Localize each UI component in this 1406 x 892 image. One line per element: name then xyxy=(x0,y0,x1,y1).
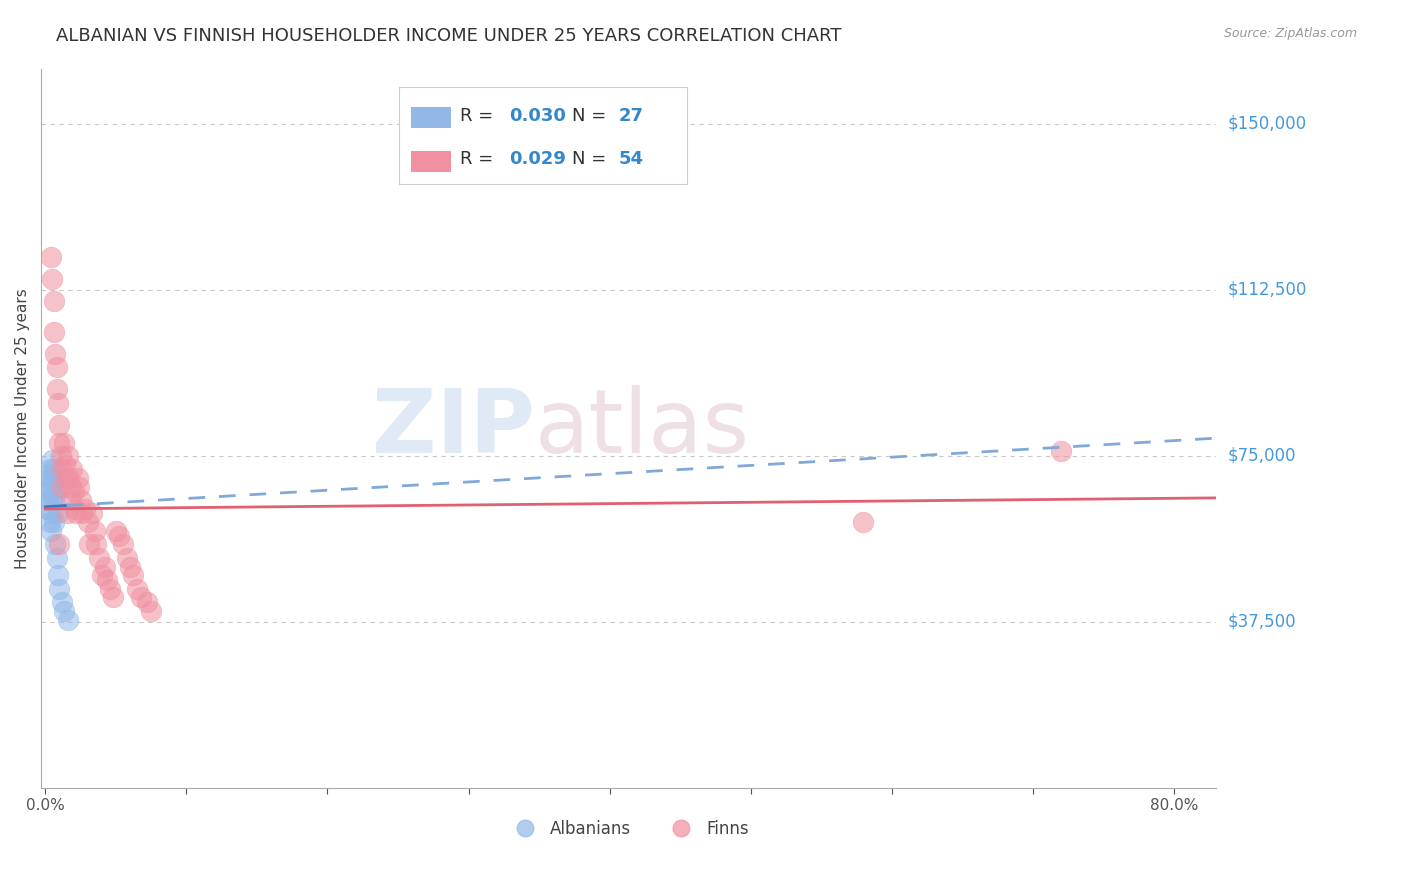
Point xyxy=(39,250,62,264)
Text: $112,500: $112,500 xyxy=(1227,281,1306,299)
Point xyxy=(48,417,70,432)
Point xyxy=(66,471,89,485)
Text: ZIP: ZIP xyxy=(371,384,534,472)
Point xyxy=(45,480,67,494)
Point xyxy=(84,537,107,551)
Point xyxy=(46,395,69,409)
Point xyxy=(101,591,124,605)
Point xyxy=(129,591,152,605)
Point xyxy=(90,568,112,582)
Point xyxy=(121,568,143,582)
Point xyxy=(38,515,60,529)
Point xyxy=(73,502,96,516)
Point xyxy=(67,480,90,494)
Point xyxy=(42,489,65,503)
Point xyxy=(58,471,80,485)
Point xyxy=(1050,444,1073,458)
Point xyxy=(39,493,62,508)
Point xyxy=(852,515,875,529)
Point xyxy=(96,573,118,587)
Point xyxy=(39,524,62,538)
Point xyxy=(59,480,82,494)
Y-axis label: Householder Income Under 25 years: Householder Income Under 25 years xyxy=(15,288,30,568)
Text: $75,000: $75,000 xyxy=(1227,447,1296,465)
Point xyxy=(41,272,63,286)
Point xyxy=(60,462,83,476)
Point xyxy=(56,613,79,627)
Text: atlas: atlas xyxy=(534,384,749,472)
Point xyxy=(65,507,87,521)
Point xyxy=(37,467,59,481)
Point xyxy=(42,325,65,339)
Point xyxy=(46,507,69,521)
Text: ALBANIAN VS FINNISH HOUSEHOLDER INCOME UNDER 25 YEARS CORRELATION CHART: ALBANIAN VS FINNISH HOUSEHOLDER INCOME U… xyxy=(56,27,842,45)
Point xyxy=(69,493,91,508)
Point xyxy=(42,462,65,476)
Point xyxy=(125,582,148,596)
Point xyxy=(35,480,58,494)
Point xyxy=(111,537,134,551)
Point xyxy=(115,550,138,565)
Point xyxy=(41,480,63,494)
Point xyxy=(52,435,75,450)
Point xyxy=(45,383,67,397)
Point xyxy=(63,502,86,516)
Point xyxy=(44,471,66,485)
Point xyxy=(62,484,84,499)
Point xyxy=(80,507,103,521)
Point xyxy=(39,471,62,485)
Legend: Albanians, Finns: Albanians, Finns xyxy=(502,813,755,844)
Point xyxy=(107,528,129,542)
Point xyxy=(45,360,67,375)
Point xyxy=(44,347,66,361)
Point xyxy=(44,493,66,508)
Point xyxy=(41,507,63,521)
Point xyxy=(77,537,100,551)
Point xyxy=(70,507,93,521)
Point xyxy=(118,559,141,574)
Point xyxy=(38,462,60,476)
Text: $150,000: $150,000 xyxy=(1227,115,1306,133)
Point xyxy=(139,604,162,618)
Point xyxy=(83,524,105,538)
Point xyxy=(35,502,58,516)
Point xyxy=(87,550,110,565)
Point xyxy=(48,435,70,450)
Point xyxy=(41,453,63,467)
Point xyxy=(42,293,65,308)
Point xyxy=(55,507,77,521)
Point xyxy=(104,524,127,538)
Point xyxy=(59,493,82,508)
Point xyxy=(135,595,157,609)
Point xyxy=(38,484,60,499)
Point xyxy=(48,582,70,596)
Text: Source: ZipAtlas.com: Source: ZipAtlas.com xyxy=(1223,27,1357,40)
Point xyxy=(49,449,72,463)
Point xyxy=(48,537,70,551)
Point xyxy=(76,515,98,529)
Point xyxy=(46,568,69,582)
Point xyxy=(52,604,75,618)
Point xyxy=(55,471,77,485)
Point xyxy=(93,559,115,574)
Point xyxy=(53,458,76,472)
Point xyxy=(51,595,73,609)
Point xyxy=(51,480,73,494)
Point xyxy=(45,550,67,565)
Text: $37,500: $37,500 xyxy=(1227,613,1296,631)
Point xyxy=(37,493,59,508)
Point xyxy=(56,449,79,463)
Point xyxy=(44,537,66,551)
Point xyxy=(51,462,73,476)
Point xyxy=(98,582,121,596)
Point xyxy=(42,515,65,529)
